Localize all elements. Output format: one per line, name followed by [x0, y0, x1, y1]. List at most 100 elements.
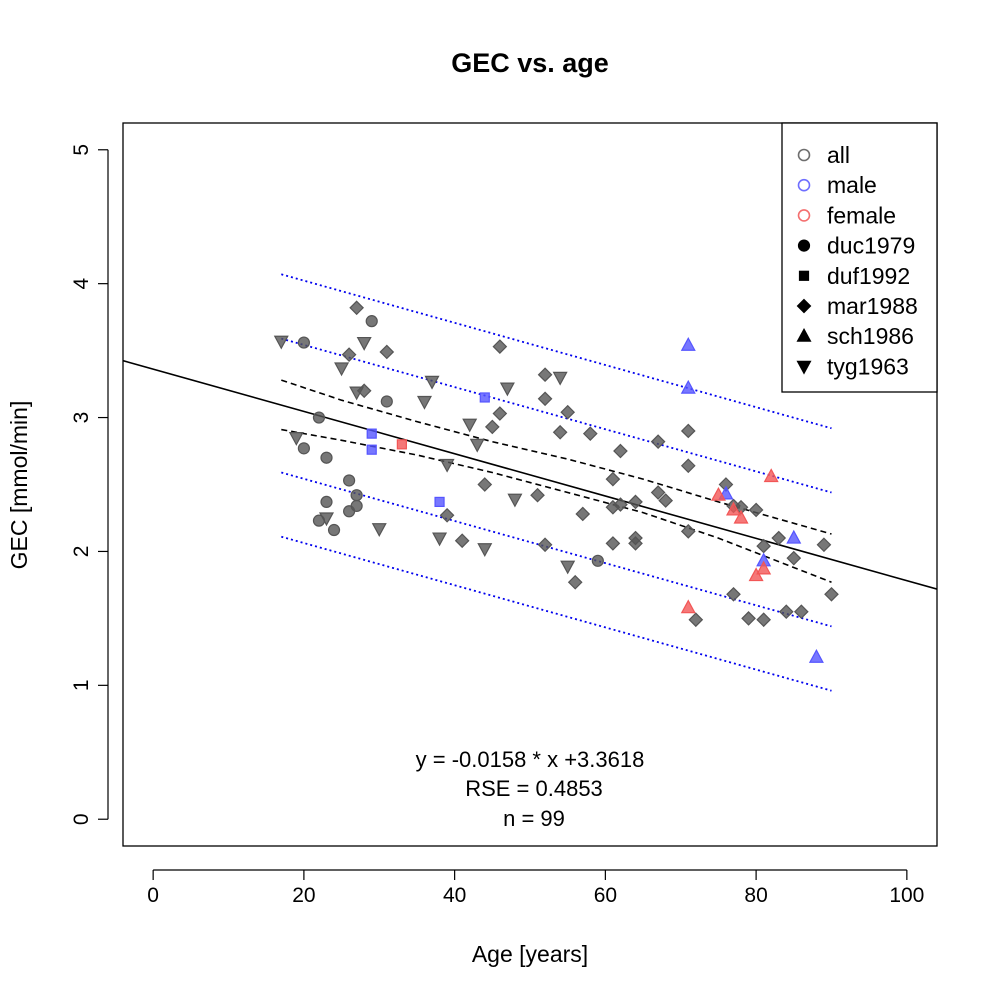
data-point: [380, 395, 393, 408]
series-tyg1963-all: [273, 335, 576, 575]
data-point: [710, 486, 726, 501]
legend-item-duf1992: duf1992: [798, 263, 910, 289]
data-point: [439, 458, 455, 473]
x-tick-label: 40: [443, 884, 466, 907]
data-point: [613, 443, 628, 459]
legend-item-mar1988: mar1988: [796, 293, 918, 319]
data-point: [454, 533, 470, 549]
prediction-band-4: [281, 471, 832, 628]
legend-marker: [798, 270, 810, 281]
data-point: [688, 612, 704, 628]
series-duf1992-female: [396, 439, 407, 450]
data-point: [552, 424, 568, 440]
data-point: [537, 391, 553, 407]
data-point: [658, 493, 674, 508]
data-point: [816, 537, 832, 553]
prediction-band-3: [281, 337, 832, 494]
data-point: [379, 344, 395, 360]
data-point: [605, 471, 621, 487]
data-point: [356, 336, 372, 351]
data-point: [349, 386, 365, 401]
data-point: [733, 509, 749, 524]
confidence-band-0: [281, 379, 832, 535]
y-tick-label: 4: [70, 278, 93, 290]
data-point: [680, 423, 696, 439]
legend: all male female duc1979 duf1992 mar1988 sch198…: [781, 122, 938, 393]
data-point: [341, 347, 357, 362]
y-tick-label: 3: [70, 412, 93, 424]
data-point: [591, 554, 604, 567]
legend-marker: [797, 178, 811, 192]
data-point: [343, 474, 356, 487]
data-point: [567, 574, 583, 590]
data-point: [469, 438, 485, 453]
data-point: [499, 382, 515, 397]
data-point: [273, 335, 289, 350]
data-point: [748, 502, 764, 518]
data-point: [366, 444, 377, 455]
data-point: [605, 536, 621, 551]
data-point: [793, 604, 809, 620]
data-point: [366, 428, 377, 439]
regression-annotation: y = -0.0158 * x +3.3618 RSE = 0.4853 n =…: [416, 747, 645, 831]
data-point: [507, 493, 523, 508]
data-point: [778, 604, 794, 620]
data-point: [350, 489, 363, 502]
legend-marker: [796, 327, 812, 342]
series-mar1988-all: [341, 300, 839, 628]
legend-marker: [796, 360, 812, 375]
series-sch1986-male: [680, 336, 824, 663]
rse-text: RSE = 0.4853: [465, 776, 603, 801]
legend-box: [781, 122, 938, 393]
series-sch1986-female: [680, 468, 779, 614]
data-point: [479, 392, 490, 403]
y-axis: 0 1 2 3 4 5: [70, 144, 109, 825]
confidence-band-1: [281, 428, 832, 583]
data-point: [530, 487, 545, 503]
data-point: [552, 371, 568, 386]
data-point: [439, 507, 455, 523]
data-point: [492, 339, 508, 354]
x-axis-label: Age [years]: [472, 941, 588, 967]
legend-item-female: female: [797, 202, 896, 228]
x-axis: 0 20 40 60 80 100: [147, 869, 924, 907]
y-tick-label: 0: [70, 813, 93, 825]
x-tick-label: 100: [889, 884, 924, 907]
series-duc1979-all: [297, 315, 604, 567]
x-tick-label: 80: [744, 884, 767, 907]
data-point: [824, 586, 839, 602]
data-point: [741, 611, 756, 626]
data-point: [756, 612, 771, 628]
data-point: [726, 586, 741, 602]
data-point: [416, 395, 432, 410]
data-point: [318, 512, 335, 527]
regression-line: [123, 359, 937, 590]
legend-item-all: all: [797, 142, 850, 168]
y-tick-label: 1: [70, 679, 93, 691]
data-point: [763, 468, 779, 483]
data-point: [786, 550, 802, 566]
data-point: [312, 411, 326, 424]
data-point: [334, 362, 350, 377]
data-point: [477, 543, 493, 558]
legend-item-duc1979: duc1979: [797, 233, 915, 259]
data-point: [492, 406, 508, 421]
legend-label: duc1979: [827, 233, 915, 259]
plot-frame: [122, 122, 938, 847]
data-point: [786, 529, 802, 544]
data-point: [771, 530, 787, 546]
data-point: [725, 501, 742, 516]
data-point: [575, 506, 591, 522]
x-tick-label: 20: [292, 884, 315, 907]
data-point: [327, 523, 341, 537]
data-point: [424, 375, 440, 390]
plot-layer: [123, 273, 937, 692]
prediction-band-2: [281, 273, 832, 430]
data-point: [371, 523, 387, 537]
chart-title: GEC vs. age: [451, 48, 609, 78]
legend-item-male: male: [797, 172, 877, 198]
data-point: [680, 524, 696, 539]
data-point: [365, 315, 378, 328]
data-point: [582, 426, 598, 441]
